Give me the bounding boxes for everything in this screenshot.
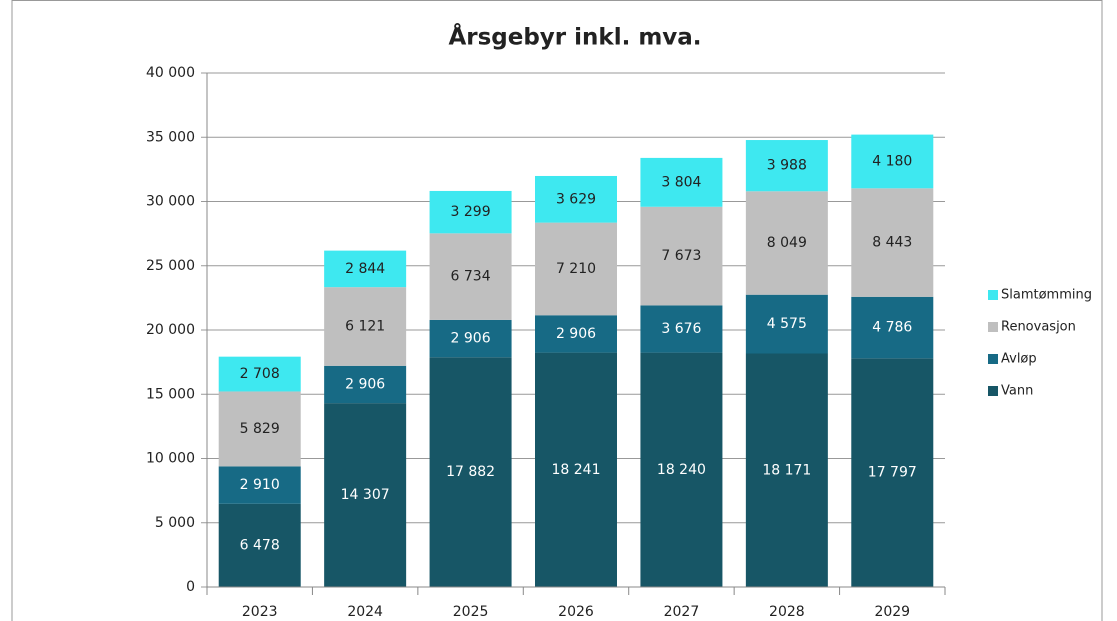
data-label: 18 241 (552, 462, 601, 478)
legend-swatch (988, 322, 998, 332)
bar-segment (218, 503, 301, 587)
data-label: 18 171 (762, 462, 811, 478)
legend-label: Renovasjon (1001, 320, 1076, 335)
chart-frame (11, 0, 1103, 621)
data-label: 2 906 (451, 331, 491, 347)
legend-swatch (988, 386, 998, 396)
data-label: 2 844 (345, 261, 385, 277)
x-tick-label: 2029 (874, 604, 910, 620)
y-tick-label: 0 (186, 579, 195, 595)
bar-segment (640, 305, 723, 353)
chart-title: Årsgebyr inkl. mva. (448, 23, 701, 51)
data-label: 7 210 (556, 261, 596, 277)
y-tick-label: 40 000 (146, 65, 195, 81)
bar-segment (324, 250, 407, 288)
legend-swatch (988, 290, 998, 300)
y-tick-label: 25 000 (146, 258, 195, 274)
legend-label: Avløp (1001, 352, 1037, 367)
data-label: 4 575 (767, 316, 807, 332)
legend-label: Slamtømming (1001, 288, 1092, 303)
data-label: 7 673 (661, 248, 701, 264)
data-label: 14 307 (341, 487, 390, 503)
data-label: 18 240 (657, 462, 706, 478)
data-label: 2 910 (240, 477, 280, 493)
y-tick-label: 20 000 (146, 322, 195, 338)
bar-segment (218, 356, 301, 392)
x-tick-label: 2025 (453, 604, 489, 620)
bar-segment (640, 352, 723, 587)
data-label: 17 882 (446, 464, 495, 480)
bar-segment (218, 391, 301, 467)
bar-segment (324, 365, 407, 404)
data-label: 6 478 (240, 537, 280, 553)
data-label: 17 797 (868, 465, 917, 481)
data-label: 8 049 (767, 235, 807, 251)
bar-segment (429, 233, 512, 320)
x-tick-label: 2028 (769, 604, 805, 620)
data-label: 4 786 (872, 320, 912, 336)
x-tick-label: 2027 (664, 604, 700, 620)
bar-segment (324, 403, 407, 587)
bar-segment (745, 294, 828, 354)
bar-segment (745, 191, 828, 295)
bar-segment (218, 466, 301, 504)
bar-segment (324, 287, 407, 366)
x-tick-label: 2026 (558, 604, 594, 620)
data-label: 2 708 (240, 366, 280, 382)
bar-segment (535, 222, 617, 316)
y-tick-label: 15 000 (146, 386, 195, 402)
legend-label: Vann (1001, 384, 1033, 399)
data-label: 3 676 (661, 321, 701, 337)
data-label: 3 299 (451, 204, 491, 220)
data-label: 5 829 (240, 421, 280, 437)
y-tick-label: 10 000 (146, 451, 195, 467)
legend-swatch (988, 354, 998, 364)
y-tick-label: 30 000 (146, 194, 195, 210)
bar-segment (535, 352, 617, 587)
y-tick-label: 5 000 (155, 515, 195, 531)
bar-segment (745, 353, 828, 587)
bar-segment (851, 134, 934, 189)
y-tick-label: 35 000 (146, 129, 195, 145)
bar-segment (745, 140, 828, 192)
bar-segment (535, 175, 617, 223)
bar-segment (640, 157, 723, 207)
x-tick-label: 2023 (242, 604, 278, 620)
data-label: 8 443 (872, 235, 912, 251)
bar-segment (640, 206, 723, 306)
data-label: 2 906 (345, 376, 385, 392)
bar-segment (851, 188, 934, 297)
bar-segment (429, 357, 512, 587)
bar-segment (851, 296, 934, 359)
data-label: 3 988 (767, 158, 807, 174)
data-label: 2 906 (556, 326, 596, 342)
data-label: 3 629 (556, 191, 596, 207)
bar-segment (429, 190, 512, 234)
x-tick-label: 2024 (347, 604, 383, 620)
data-label: 6 121 (345, 318, 385, 334)
data-label: 6 734 (451, 269, 491, 285)
data-label: 3 804 (661, 174, 701, 190)
data-label: 4 180 (872, 153, 912, 169)
bar-segment (429, 319, 512, 358)
bar-segment (851, 358, 934, 587)
bar-segment (535, 315, 617, 353)
